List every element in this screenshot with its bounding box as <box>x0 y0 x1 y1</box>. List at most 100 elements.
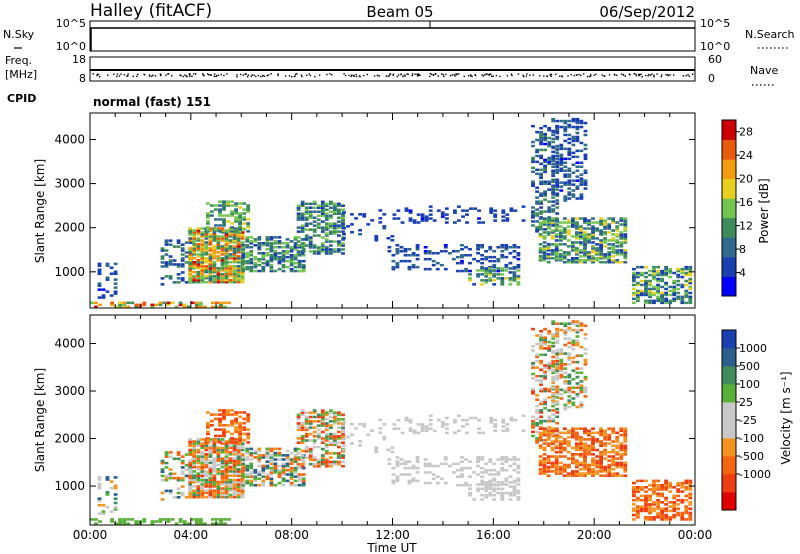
echo-cell <box>232 237 237 240</box>
echo-cell <box>542 241 547 244</box>
echo-cell <box>297 259 302 263</box>
echo-cell <box>583 446 587 450</box>
echo-cell <box>504 468 509 472</box>
echo-cell <box>162 518 167 521</box>
echo-cell <box>208 485 213 488</box>
echo-cell <box>472 471 476 474</box>
echo-cell <box>245 259 250 263</box>
echo-cell <box>188 237 193 240</box>
echo-cell <box>603 231 607 234</box>
echo-cell <box>555 144 560 148</box>
echo-cell <box>575 324 580 328</box>
echo-cell <box>555 137 560 141</box>
echo-cell <box>555 349 560 352</box>
echo-cell <box>196 245 201 248</box>
echo-cell <box>289 263 294 267</box>
echo-cell <box>688 295 693 299</box>
echo-cell <box>206 439 210 442</box>
echo-cell <box>623 229 628 232</box>
echo-cell <box>304 222 309 225</box>
nave-dot <box>389 73 392 75</box>
echo-cell <box>180 485 185 488</box>
echo-cell <box>684 271 689 275</box>
echo-cell <box>324 214 329 217</box>
echo-cell <box>664 299 668 303</box>
echo-cell <box>579 119 584 123</box>
echo-cell <box>196 239 201 242</box>
echo-cell <box>632 273 636 277</box>
echo-cell <box>395 460 400 463</box>
echo-cell <box>316 226 321 229</box>
echo-cell <box>587 438 591 441</box>
echo-cell <box>249 267 254 271</box>
echo-cell <box>579 435 583 439</box>
echo-cell <box>337 216 341 219</box>
echo-cell <box>192 489 197 492</box>
echo-cell <box>285 479 290 483</box>
echo-cell <box>562 243 567 246</box>
echo-cell <box>312 439 317 442</box>
echo-cell <box>554 446 559 450</box>
echo-cell <box>492 498 497 501</box>
echo-cell <box>226 214 230 217</box>
echo-cell <box>411 263 416 267</box>
echo-cell <box>342 227 346 230</box>
echo-cell <box>416 221 421 224</box>
echo-cell <box>241 466 246 470</box>
echo-cell <box>468 269 472 273</box>
echo-cell <box>324 411 329 414</box>
echo-cell <box>500 281 505 284</box>
nsky-label: N.Sky <box>3 28 35 41</box>
echo-cell <box>579 125 584 129</box>
echo-cell <box>196 231 201 234</box>
echo-cell <box>391 473 396 476</box>
echo-cell <box>329 210 333 213</box>
echo-cell <box>341 216 345 219</box>
nave-dot <box>490 75 493 78</box>
echo-cell <box>539 134 543 138</box>
echo-cell <box>539 154 543 158</box>
echo-cell <box>579 390 584 394</box>
echo-cell <box>480 267 484 271</box>
echo-cell <box>289 468 294 472</box>
echo-cell <box>465 431 469 435</box>
echo-cell <box>660 277 664 281</box>
echo-cell <box>546 468 551 471</box>
echo-cell <box>196 474 201 477</box>
echo-cell <box>492 487 497 491</box>
echo-cell <box>496 473 501 476</box>
echo-cell <box>324 246 329 249</box>
echo-cell <box>563 405 568 409</box>
echo-cell <box>531 160 535 164</box>
echo-cell <box>563 165 568 168</box>
echo-cell <box>337 202 341 206</box>
echo-cell <box>480 475 484 478</box>
velocity-colorbar-swatch <box>722 402 736 421</box>
echo-cell <box>555 378 560 381</box>
echo-cell <box>583 453 587 456</box>
echo-cell <box>316 214 321 217</box>
nave-dot <box>127 73 129 75</box>
echo-cell <box>200 476 205 480</box>
echo-cell <box>180 253 185 256</box>
echo-cell <box>558 237 563 240</box>
echo-cell <box>579 444 583 448</box>
echo-cell <box>500 462 505 466</box>
echo-cell <box>542 427 547 430</box>
echo-cell <box>222 411 226 414</box>
echo-cell <box>333 452 337 455</box>
echo-cell <box>427 252 432 255</box>
echo-cell <box>664 507 668 510</box>
echo-cell <box>180 459 185 463</box>
echo-cell <box>269 454 274 457</box>
echo-cell <box>320 200 325 204</box>
echo-cell <box>591 461 595 465</box>
echo-cell <box>559 143 564 147</box>
echo-cell <box>542 442 547 445</box>
echo-cell <box>236 472 241 475</box>
echo-cell <box>241 261 246 265</box>
echo-cell <box>611 217 616 220</box>
station-title: Halley (fitACF) <box>90 1 212 21</box>
nave-dot <box>419 74 421 76</box>
echo-cell <box>236 459 241 462</box>
